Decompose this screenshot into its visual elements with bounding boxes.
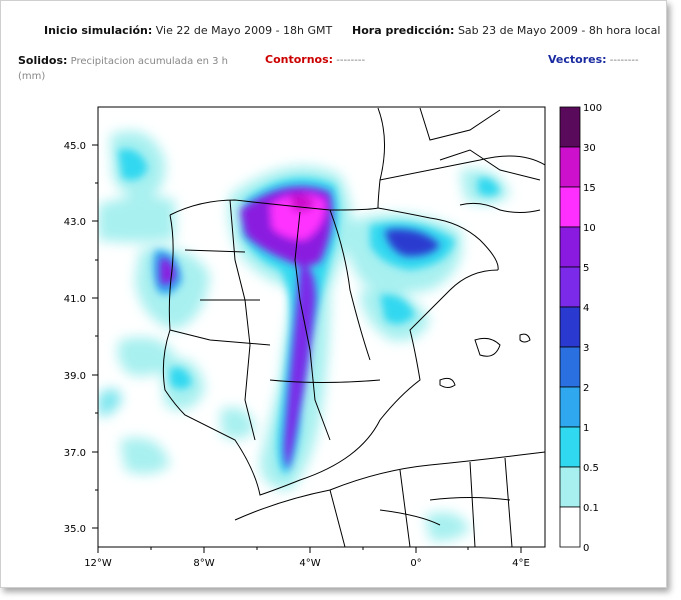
lon-label: 0° xyxy=(410,558,421,569)
colorbar-label: 100 xyxy=(583,103,602,114)
solidos-label: Solidos: xyxy=(18,54,68,67)
lon-label: 12°W xyxy=(84,558,112,569)
colorbar-label: 30 xyxy=(583,143,596,154)
colorbar-label: 2 xyxy=(583,383,589,394)
vectores-legend: Vectores: -------- xyxy=(548,53,639,66)
colorbar-label: 1 xyxy=(583,423,589,434)
axis-ticks xyxy=(92,144,522,553)
colorbar-label: 0.5 xyxy=(583,463,599,474)
colorbar-swatch xyxy=(559,306,581,348)
lat-label: 45.0 xyxy=(64,141,86,152)
contornos-value: -------- xyxy=(336,55,366,66)
lon-label: 8°W xyxy=(193,558,214,569)
colorbar-swatch xyxy=(559,386,581,428)
colorbar-label: 0 xyxy=(583,543,589,554)
colorbar-swatch xyxy=(559,506,581,548)
solidos-value: Precipitacion acumulada en 3 h xyxy=(70,56,229,67)
lat-label: 41.0 xyxy=(64,294,86,305)
simulation-start-label: Inicio simulación: xyxy=(44,24,153,37)
colorbar-label: 3 xyxy=(583,343,589,354)
lat-label: 35.0 xyxy=(64,524,86,535)
colorbar-swatch xyxy=(559,466,581,508)
colorbar-swatch xyxy=(559,106,581,148)
colorbar-swatch xyxy=(559,226,581,268)
vectores-value: -------- xyxy=(609,55,639,66)
simulation-start: Inicio simulación: Vie 22 de Mayo 2009 -… xyxy=(44,24,332,37)
lon-label: 4°W xyxy=(299,558,320,569)
lat-label: 37.0 xyxy=(64,448,86,459)
solidos-unit: (mm) xyxy=(18,71,46,82)
prediction-time: Hora predicción: Sab 23 de Mayo 2009 - 8… xyxy=(352,24,660,37)
lat-labels: 45.0 43.0 41.0 39.0 37.0 35.0 xyxy=(64,141,86,535)
prediction-time-label: Hora predicción: xyxy=(352,24,455,37)
colorbar-swatch xyxy=(559,266,581,308)
colorbar-label: 10 xyxy=(583,223,596,234)
lon-label: 4°E xyxy=(512,558,530,569)
colorbar: 100 30 15 10 5 4 3 2 1 0.5 0.1 0 xyxy=(559,103,602,554)
colorbar-swatch xyxy=(559,426,581,468)
contornos-label: Contornos: xyxy=(265,53,334,66)
colorbar-label: 0.1 xyxy=(583,503,599,514)
solidos-legend: Solidos: Precipitacion acumulada en 3 h … xyxy=(18,53,248,84)
colorbar-label: 5 xyxy=(583,263,589,274)
lat-label: 43.0 xyxy=(64,217,86,228)
lon-labels: 12°W 8°W 4°W 0° 4°E xyxy=(84,558,530,569)
contornos-legend: Contornos: -------- xyxy=(265,53,365,66)
vectores-label: Vectores: xyxy=(548,53,607,66)
simulation-start-value: Vie 22 de Mayo 2009 - 18h GMT xyxy=(155,24,333,37)
lat-label: 39.0 xyxy=(64,371,86,382)
colorbar-label: 4 xyxy=(583,303,589,314)
map-frame xyxy=(97,106,546,548)
colorbar-swatch xyxy=(559,346,581,388)
boundaries xyxy=(162,107,545,547)
colorbar-label: 15 xyxy=(583,183,596,194)
colorbar-swatch xyxy=(559,186,581,228)
prediction-time-value: Sab 23 de Mayo 2009 - 8h hora local xyxy=(457,24,661,37)
colorbar-swatch xyxy=(559,146,581,188)
